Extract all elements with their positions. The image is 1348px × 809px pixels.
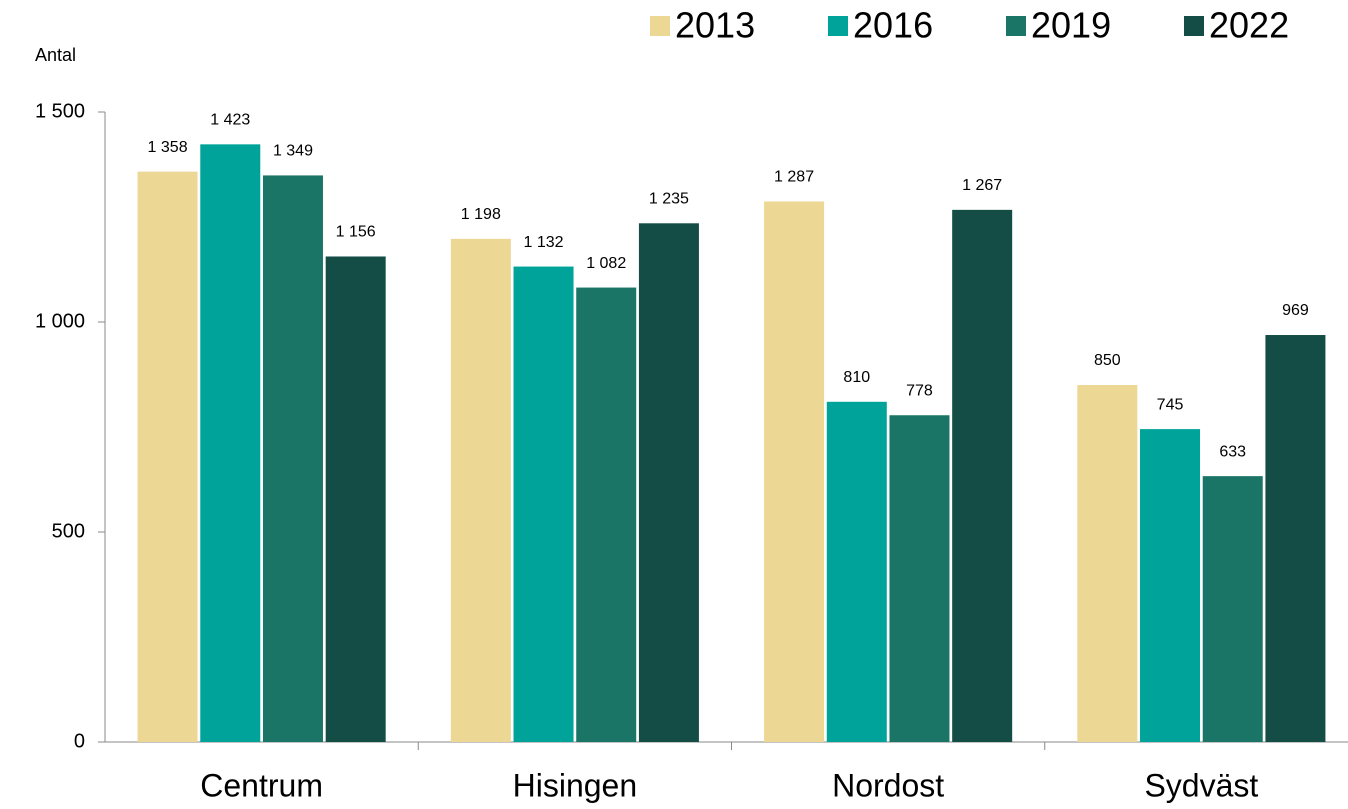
bar	[200, 144, 261, 743]
bar	[576, 287, 637, 742]
bar	[764, 201, 825, 742]
legend-swatch	[650, 16, 670, 36]
legend-swatch	[1184, 16, 1204, 36]
value-label: 1 235	[649, 191, 689, 208]
bar	[513, 266, 574, 742]
x-tick-label: Centrum	[200, 767, 323, 803]
value-label: 1 156	[336, 224, 376, 241]
y-tick-label: 1 500	[35, 100, 85, 122]
value-label: 1 423	[210, 112, 250, 129]
value-label: 745	[1157, 396, 1184, 413]
value-label: 1 349	[273, 143, 313, 160]
value-label: 1 287	[774, 169, 814, 186]
legend-swatch	[1006, 16, 1026, 36]
bar	[137, 171, 198, 742]
bar	[1077, 385, 1138, 742]
value-label: 850	[1094, 352, 1121, 369]
legend-label: 2022	[1209, 5, 1289, 46]
y-tick-label: 0	[74, 730, 85, 752]
y-tick-label: 1 000	[35, 310, 85, 332]
x-tick-label: Sydväst	[1144, 767, 1258, 803]
y-tick-label: 500	[52, 520, 85, 542]
bar	[262, 175, 323, 743]
bar	[450, 238, 511, 742]
bar	[638, 223, 699, 743]
value-label: 810	[843, 369, 870, 386]
value-label: 1 132	[524, 234, 564, 251]
bar	[325, 256, 386, 742]
y-axis-label: Antal	[35, 45, 76, 65]
legend-label: 2016	[853, 5, 933, 46]
bar	[1140, 429, 1201, 742]
value-label: 1 267	[962, 177, 1002, 194]
bar	[1202, 476, 1263, 742]
legend-label: 2013	[675, 5, 755, 46]
value-label: 1 198	[461, 206, 501, 223]
value-label: 1 082	[586, 255, 626, 272]
x-tick-label: Nordost	[832, 767, 944, 803]
bar	[889, 415, 950, 742]
legend-swatch	[828, 16, 848, 36]
bar	[826, 401, 887, 742]
value-label: 778	[906, 382, 933, 399]
value-label: 1 358	[148, 139, 188, 156]
x-tick-label: Hisingen	[513, 767, 638, 803]
bar	[1265, 335, 1326, 742]
value-label: 633	[1219, 443, 1246, 460]
value-label: 969	[1282, 302, 1309, 319]
legend-label: 2019	[1031, 5, 1111, 46]
bar	[952, 209, 1013, 743]
